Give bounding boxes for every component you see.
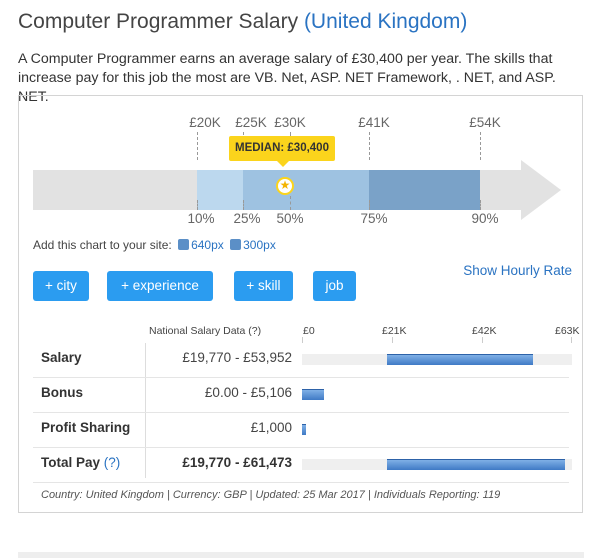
bonus-bar-track: [302, 389, 572, 400]
bonus-row-label: Bonus: [41, 385, 83, 400]
row-divider: [33, 377, 569, 378]
bonus-bar: [302, 389, 324, 400]
axis-label-42k: £42K: [472, 325, 497, 337]
percentile-label-90: 90%: [471, 211, 499, 226]
percentile-label-50: 50%: [276, 211, 304, 226]
percentile-label-10: 10%: [187, 211, 215, 226]
row-divider: [33, 482, 569, 483]
show-hourly-rate-link[interactable]: Show Hourly Rate: [463, 263, 572, 278]
tick-50-bottom: [290, 196, 291, 210]
percentile-value-25: £25K: [235, 115, 267, 130]
data-footnote: Country: United Kingdom | Currency: GBP …: [41, 489, 501, 501]
salary-bar-track: [302, 354, 572, 365]
percentile-label-75: 75%: [360, 211, 388, 226]
band-75-90: [369, 170, 480, 210]
embed-640-link[interactable]: 640px: [191, 238, 224, 252]
add-experience-button[interactable]: + experience: [107, 271, 213, 301]
row-divider: [33, 412, 569, 413]
tick-75-bottom: [369, 200, 370, 210]
total-pay-help-link[interactable]: (?): [103, 455, 121, 470]
add-chart-text: Add this chart to your site:: [33, 238, 172, 252]
axis-label-63k: £63K: [555, 325, 580, 337]
axis-tick: [392, 337, 393, 343]
axis-tick: [571, 337, 572, 343]
median-star-icon: ★: [276, 177, 294, 195]
location-link[interactable]: (United Kingdom): [303, 10, 468, 33]
tick-90-top: [480, 132, 481, 160]
row-divider: [33, 447, 569, 448]
tick-75-top: [369, 132, 370, 160]
total-pay-label: Total Pay: [41, 455, 101, 470]
national-salary-data-header: National Salary Data (?): [149, 325, 261, 337]
table-divider: [145, 343, 146, 478]
total-pay-bar: [386, 459, 566, 470]
page-title-text: Computer Programmer Salary: [18, 10, 299, 33]
total-pay-bar-track: [302, 459, 572, 470]
tick-25-bottom: [243, 200, 244, 210]
embed-300-link[interactable]: 300px: [243, 238, 276, 252]
add-chart-row: Add this chart to your site: 640px 300px: [33, 238, 276, 252]
profit-sharing-bar: [302, 424, 307, 435]
percentile-value-50: £30K: [274, 115, 306, 130]
total-pay-row-label: Total Pay (?): [41, 455, 120, 470]
embed-icon: [178, 239, 190, 250]
profit-sharing-row-label: Profit Sharing: [41, 420, 131, 435]
salary-bar: [386, 354, 534, 365]
salary-row-label: Salary: [41, 350, 82, 365]
band-25-75: [243, 170, 369, 210]
national-salary-data-label: National Salary Data: [149, 325, 246, 337]
job-button[interactable]: job: [313, 271, 356, 301]
percentile-label-25: 25%: [233, 211, 261, 226]
embed-icon: [230, 239, 242, 250]
axis-label-0: £0: [303, 325, 315, 337]
page-title: Computer Programmer Salary (United Kingd…: [18, 10, 467, 34]
intro-text: A Computer Programmer earns an average s…: [18, 51, 556, 105]
tick-50-top: [290, 132, 291, 136]
axis-label-21k: £21K: [382, 325, 407, 337]
percentile-value-10: £20K: [189, 115, 221, 130]
bonus-row-value: £0.00 - £5,106: [204, 385, 292, 400]
axis-tick: [302, 337, 303, 343]
profit-sharing-bar-track: [302, 424, 572, 435]
percentile-value-90: £54K: [469, 115, 501, 130]
band-10-25: [197, 170, 243, 210]
tick-10-top: [197, 132, 198, 160]
salary-card: £20K £25K £30K £41K £54K MEDIAN: £30,400…: [18, 95, 583, 513]
add-skill-button[interactable]: + skill: [234, 271, 293, 301]
national-salary-help-link[interactable]: (?): [248, 325, 262, 337]
total-pay-row-value: £19,770 - £61,473: [182, 455, 292, 470]
axis-tick: [482, 337, 483, 343]
percentile-value-75: £41K: [358, 115, 390, 130]
salary-row-value: £19,770 - £53,952: [182, 350, 292, 365]
tick-10-bottom: [197, 200, 198, 210]
profit-sharing-row-value: £1,000: [250, 420, 292, 435]
median-badge: MEDIAN: £30,400: [229, 136, 335, 167]
tick-90-bottom: [480, 200, 481, 210]
next-section-edge: [18, 552, 584, 558]
salary-range-arrow: [33, 160, 561, 220]
add-city-button[interactable]: + city: [33, 271, 89, 301]
